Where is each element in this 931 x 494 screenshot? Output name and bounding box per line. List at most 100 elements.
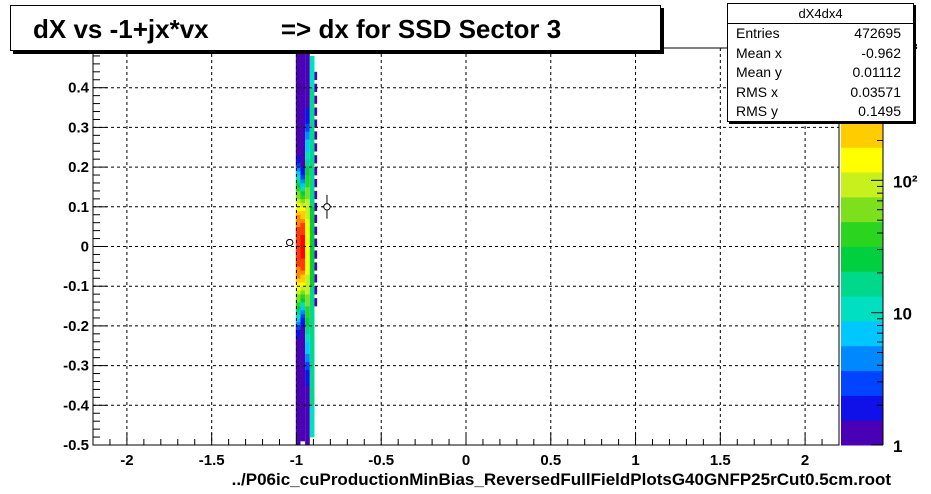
heatmap-cell [305, 218, 310, 223]
heatmap-cell [305, 171, 310, 176]
heatmap-cell [300, 171, 306, 176]
heatmap-cell [309, 210, 315, 216]
heatmap-cell [309, 218, 315, 223]
heatmap-cell [295, 182, 301, 188]
heatmap-cell [309, 413, 315, 418]
heatmap-cell [314, 226, 318, 231]
heatmap-cell [309, 206, 315, 212]
heatmap-cell [300, 218, 306, 223]
heatmap-cell [300, 377, 306, 382]
heatmap-cell [300, 246, 306, 251]
heatmap-cell [300, 306, 306, 311]
heatmap-cell [309, 103, 315, 108]
heatmap-cell [305, 298, 310, 303]
heatmap-cell [300, 381, 306, 386]
heatmap-cell [314, 182, 318, 188]
heatmap-cell [300, 91, 306, 96]
heatmap-cell [309, 298, 315, 303]
heatmap-cell [305, 139, 310, 144]
palette-swatch [841, 345, 883, 372]
heatmap-cell [295, 294, 301, 299]
heatmap-cell [314, 71, 318, 77]
heatmap-cell [295, 139, 301, 144]
heatmap-cell [295, 51, 301, 57]
heatmap-cell [305, 91, 310, 96]
heatmap-cell [300, 250, 306, 255]
heatmap-cell [295, 115, 301, 120]
heatmap-cell [314, 107, 318, 112]
heatmap-cell [305, 437, 310, 442]
heatmap-cell [295, 135, 301, 140]
heatmap-cell [305, 51, 310, 57]
heatmap-cell [309, 329, 315, 335]
heatmap-cell [309, 321, 315, 327]
heatmap-cell [305, 389, 310, 394]
heatmap-cell [300, 151, 306, 156]
heatmap-cell [309, 222, 315, 227]
stats-label: RMS x [736, 83, 778, 100]
heatmap-cell [305, 373, 310, 378]
heatmap-cell [295, 234, 301, 239]
heatmap-cell [300, 317, 306, 323]
heatmap-cell [309, 250, 315, 255]
heatmap-cell [300, 333, 306, 339]
heatmap-cell [305, 306, 310, 311]
heatmap-cell [309, 246, 315, 251]
heatmap-cell [295, 163, 301, 168]
heatmap-cell [314, 179, 318, 184]
heatmap-cell [300, 198, 306, 204]
heatmap-cell [309, 67, 315, 73]
heatmap-cell [295, 246, 301, 251]
heatmap-cell [309, 63, 315, 69]
heatmap-cell [305, 357, 310, 362]
stats-value: 0.1495 [858, 103, 901, 119]
heatmap-cell [305, 167, 310, 172]
heatmap-cell [305, 246, 310, 251]
heatmap-cell [295, 365, 301, 370]
heatmap-cell [300, 83, 306, 88]
heatmap-cell [314, 95, 318, 100]
heatmap-cell [305, 71, 310, 77]
palette-swatch [841, 122, 883, 148]
heatmap-cell [300, 270, 306, 275]
heatmap-cell [309, 258, 315, 263]
heatmap-cell [295, 421, 301, 426]
heatmap-cell [305, 182, 310, 188]
heatmap-cell [305, 103, 310, 108]
heatmap-cell [295, 206, 301, 212]
heatmap-cell [300, 131, 306, 136]
title-box: dX vs -1+jx*vx => dx for SSD Sector 3 [10, 5, 661, 51]
y-tick-label: 0.4 [68, 80, 90, 97]
heatmap-cell [314, 278, 318, 283]
heatmap-cell [305, 190, 310, 196]
heatmap-cell [305, 143, 310, 148]
palette-swatch [841, 196, 883, 223]
heatmap-cell [305, 163, 310, 168]
heatmap-cell [314, 155, 318, 160]
heatmap-cell [309, 79, 315, 85]
heatmap-cell [295, 198, 301, 204]
heatmap-cell [300, 409, 306, 414]
heatmap-cell [300, 397, 306, 402]
heatmap-cell [300, 353, 306, 358]
palette-swatch [841, 420, 883, 446]
heatmap-cell [300, 365, 306, 370]
x-tick-label: -1 [290, 452, 303, 469]
heatmap-cell [300, 119, 306, 124]
heatmap-cell [309, 282, 315, 287]
heatmap-cell [295, 55, 301, 61]
heatmap-cell [305, 179, 310, 184]
heatmap-cell [309, 274, 315, 279]
heatmap-cell [305, 186, 310, 192]
y-tick-label: -0.2 [63, 318, 89, 335]
heatmap-cell [305, 266, 310, 271]
x-axis-title: ../P06ic_cuProductionMinBias_ReversedFul… [231, 470, 891, 489]
heatmap-cell [305, 87, 310, 92]
palette-swatch [841, 296, 883, 322]
heatmap-cell [300, 210, 306, 216]
heatmap-cell [305, 175, 310, 180]
heatmap-cell [305, 206, 310, 212]
heatmap-cell [295, 317, 301, 323]
heatmap-cell [295, 59, 301, 65]
heatmap-cell [295, 63, 301, 69]
